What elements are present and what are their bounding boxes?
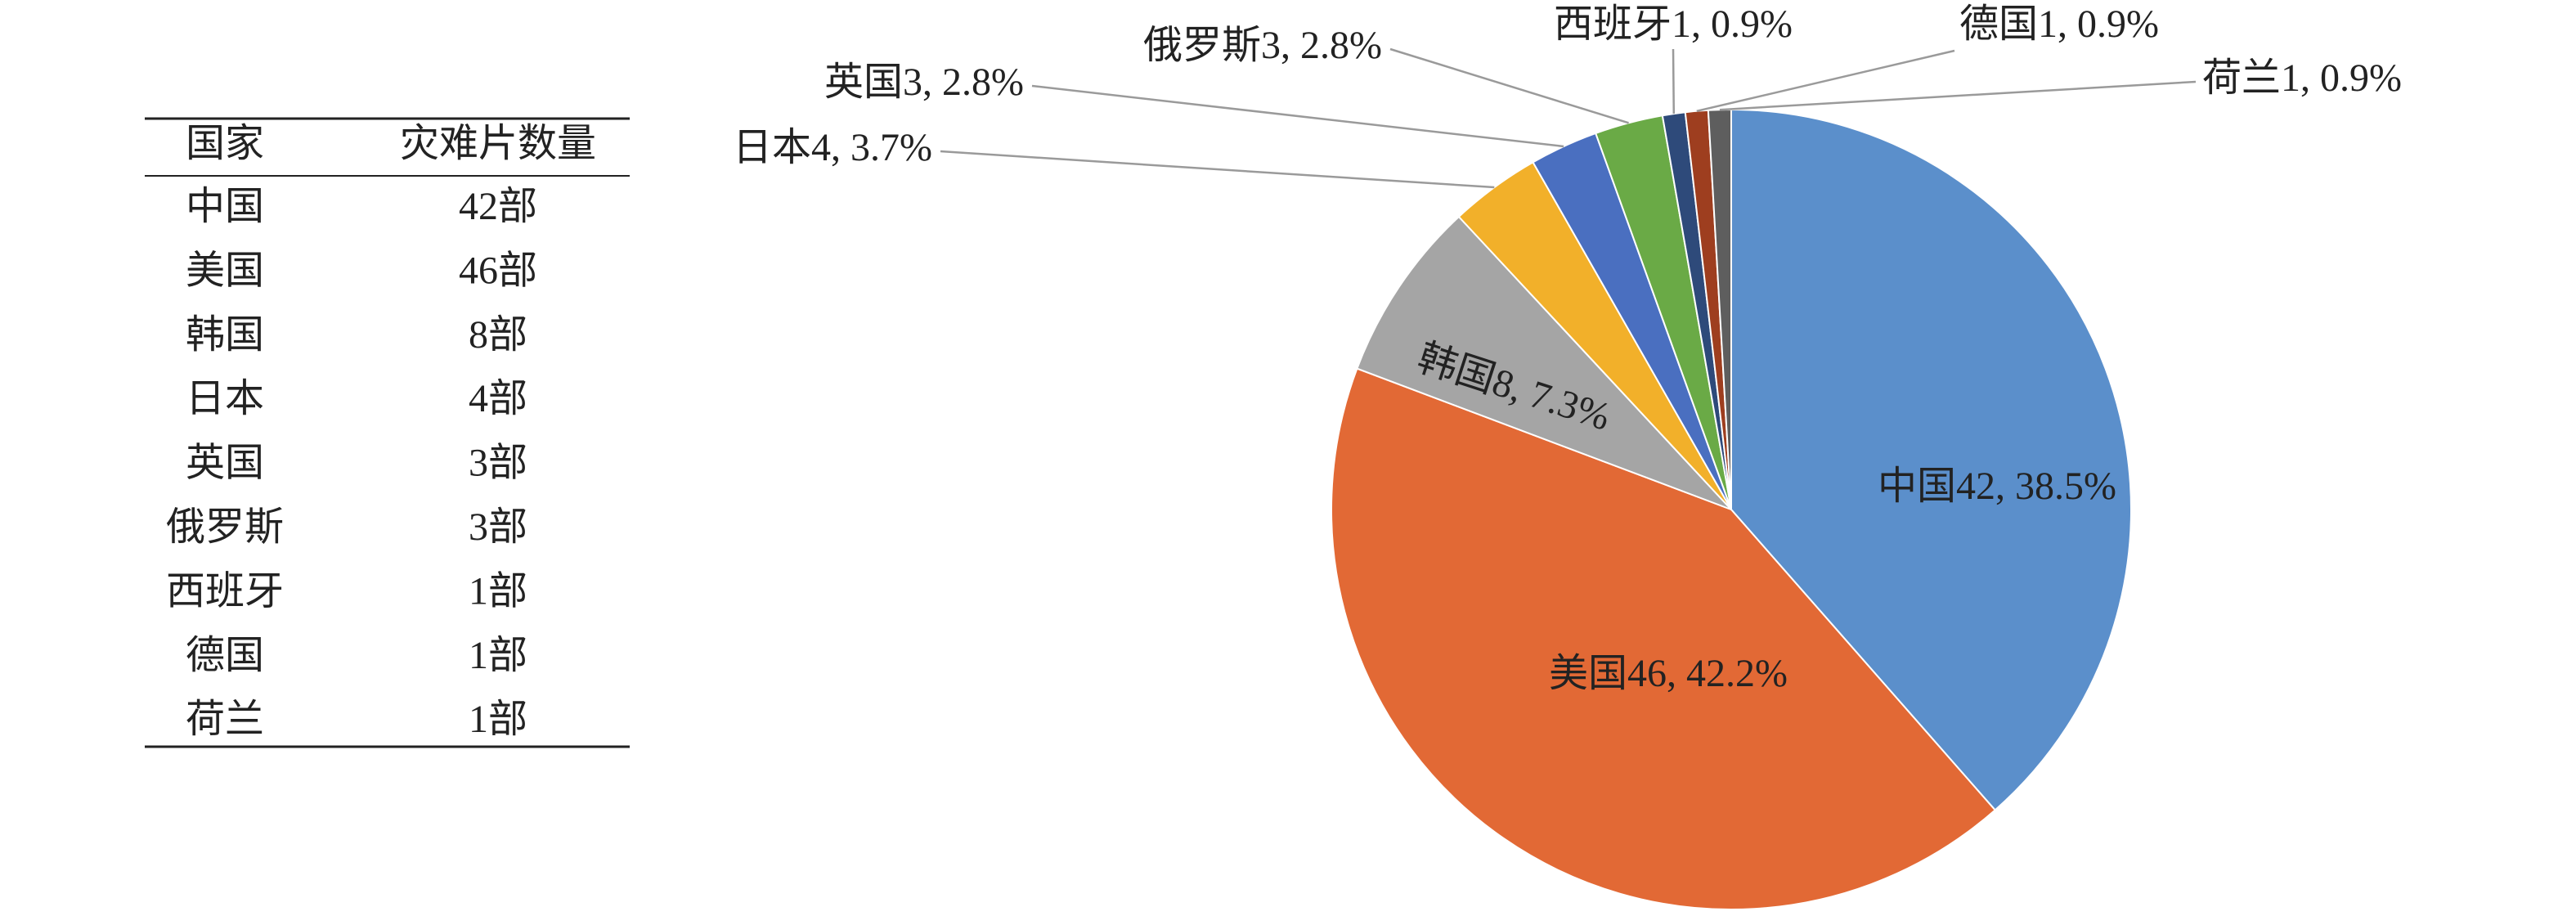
table-cell: 日本 bbox=[186, 377, 264, 420]
table-cell: 中国 bbox=[186, 185, 264, 228]
table-cell: 韩国 bbox=[186, 313, 264, 357]
data-label: 德国1, 0.9% bbox=[1959, 2, 2159, 46]
table-header: 灾难片数量 bbox=[400, 122, 596, 165]
data-label: 日本4, 3.7% bbox=[733, 126, 932, 169]
table-cell: 1部 bbox=[469, 698, 527, 741]
table-cell: 4部 bbox=[469, 377, 527, 420]
data-label: 西班牙1, 0.9% bbox=[1554, 2, 1793, 46]
table-cell: 1部 bbox=[469, 634, 527, 677]
table-cell: 英国 bbox=[186, 442, 264, 485]
data-label: 俄罗斯3, 2.8% bbox=[1143, 24, 1382, 67]
leader-line bbox=[1389, 47, 1629, 124]
table-cell: 8部 bbox=[469, 313, 527, 357]
data-label: 中国42, 38.5% bbox=[1878, 465, 2116, 508]
table-cell: 西班牙 bbox=[166, 569, 284, 613]
table-cell: 荷兰 bbox=[186, 698, 264, 741]
table-cell: 1部 bbox=[469, 569, 527, 613]
pie-slice bbox=[1356, 215, 1732, 510]
table-cell: 42部 bbox=[459, 185, 537, 228]
leader-line bbox=[940, 150, 1495, 189]
pie-chart: 中国42, 38.5%美国46, 42.2%韩国8, 7.3%日本4, 3.7%… bbox=[733, 2, 2402, 910]
data-label: 荷兰1, 0.9% bbox=[2202, 56, 2402, 100]
leader-line bbox=[1719, 80, 2197, 111]
pie-slice bbox=[1730, 108, 2132, 811]
data-label: 英国3, 2.8% bbox=[824, 61, 1024, 104]
leader-line bbox=[1031, 84, 1564, 148]
leader-line bbox=[1696, 49, 1955, 113]
table-cell: 3部 bbox=[469, 442, 527, 485]
table-cell: 俄罗斯 bbox=[166, 505, 284, 549]
table-cell: 美国 bbox=[186, 249, 264, 292]
table-cell: 3部 bbox=[469, 505, 527, 549]
pie-slice bbox=[1331, 367, 1997, 910]
table-header: 国家 bbox=[186, 122, 264, 165]
table-cell: 德国 bbox=[186, 634, 264, 677]
leader-line bbox=[1672, 48, 1676, 114]
data-label: 美国46, 42.2% bbox=[1549, 652, 1788, 695]
table-cell: 46部 bbox=[459, 249, 537, 292]
